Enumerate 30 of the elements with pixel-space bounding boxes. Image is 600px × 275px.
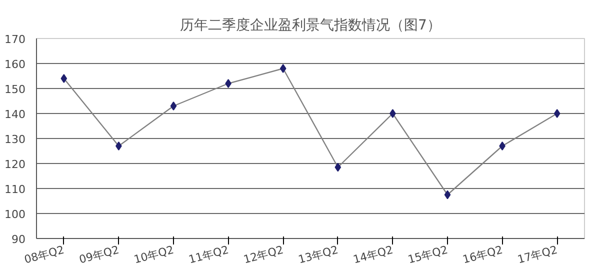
point [280,64,286,73]
y-tick-label: 120 [4,158,26,171]
x-tick-label: 17年Q2 [516,243,559,266]
point [499,142,506,150]
y-tick-label: 100 [4,208,26,221]
x-tick-label: 08年Q2 [22,243,66,266]
y-tick-label: 160 [4,58,26,71]
chart-title: 历年二季度企业盈利景气指数情况（图7） [180,18,441,34]
x-tick-label: 09年Q2 [78,243,120,266]
point [116,142,122,150]
point [444,190,451,200]
x-tick-label: 11年Q2 [187,243,230,266]
x-tick-label: 10年Q2 [132,243,176,266]
point [334,162,342,172]
y-tick-label: 90 [12,233,26,246]
point [390,109,396,118]
y-tick-label: 130 [4,133,26,146]
y-tick-label: 170 [4,33,26,46]
y-tick-label: 150 [4,83,26,96]
x-tick-label: 13年Q2 [296,243,340,266]
point [60,74,68,83]
point [170,102,177,110]
x-tick-label: 12年Q2 [242,243,285,266]
x-tick-label: 15年Q2 [406,243,450,266]
x-tick-label: 16年Q2 [461,243,504,266]
point [225,79,232,88]
x-tick-label: 14年Q2 [352,243,394,266]
y-tick-label: 140 [4,108,26,121]
point [554,109,560,118]
y-tick-label: 110 [4,183,26,196]
